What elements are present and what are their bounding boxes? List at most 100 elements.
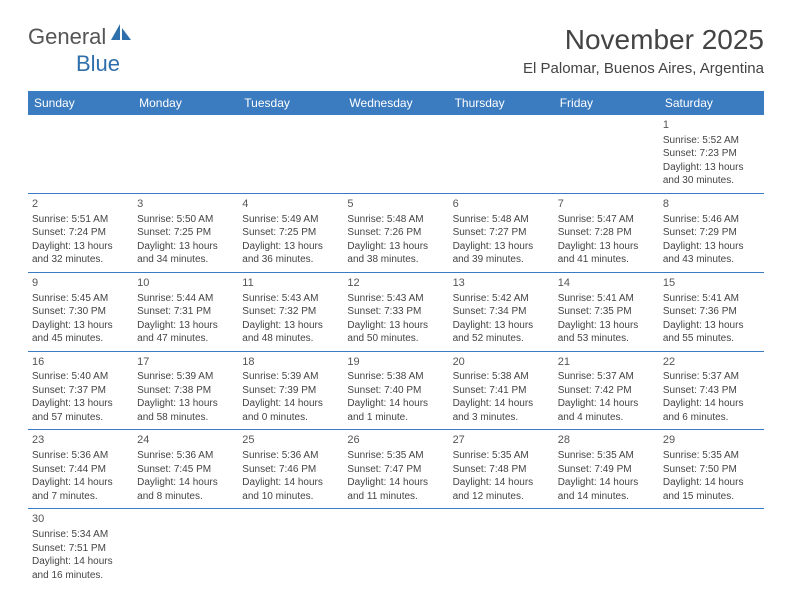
daylight-text: Daylight: 14 hours and 0 minutes. (242, 397, 339, 424)
sunrise-text: Sunrise: 5:41 AM (663, 292, 760, 306)
calendar-week: 2Sunrise: 5:51 AMSunset: 7:24 PMDaylight… (28, 193, 764, 272)
sunrise-text: Sunrise: 5:43 AM (242, 292, 339, 306)
sunset-text: Sunset: 7:29 PM (663, 226, 760, 240)
sunset-text: Sunset: 7:30 PM (32, 305, 129, 319)
sunrise-text: Sunrise: 5:35 AM (347, 449, 444, 463)
sunrise-text: Sunrise: 5:46 AM (663, 213, 760, 227)
calendar-cell: 3Sunrise: 5:50 AMSunset: 7:25 PMDaylight… (133, 193, 238, 272)
calendar-cell: 12Sunrise: 5:43 AMSunset: 7:33 PMDayligh… (343, 272, 448, 351)
calendar-page: General November 2025 El Palomar, Buenos… (0, 0, 792, 611)
daylight-text: Daylight: 13 hours and 34 minutes. (137, 240, 234, 267)
sunset-text: Sunset: 7:36 PM (663, 305, 760, 319)
calendar-cell: 16Sunrise: 5:40 AMSunset: 7:37 PMDayligh… (28, 351, 133, 430)
sunset-text: Sunset: 7:44 PM (32, 463, 129, 477)
daylight-text: Daylight: 13 hours and 58 minutes. (137, 397, 234, 424)
day-number: 8 (663, 197, 760, 212)
day-number: 9 (32, 276, 129, 291)
daylight-text: Daylight: 14 hours and 8 minutes. (137, 476, 234, 503)
sunset-text: Sunset: 7:40 PM (347, 384, 444, 398)
calendar-cell: 15Sunrise: 5:41 AMSunset: 7:36 PMDayligh… (659, 272, 764, 351)
day-number: 27 (453, 433, 550, 448)
calendar-cell: 26Sunrise: 5:35 AMSunset: 7:47 PMDayligh… (343, 430, 448, 509)
calendar-cell: 21Sunrise: 5:37 AMSunset: 7:42 PMDayligh… (554, 351, 659, 430)
day-header: Monday (133, 91, 238, 115)
sunset-text: Sunset: 7:38 PM (137, 384, 234, 398)
logo: General (28, 24, 133, 50)
calendar-cell: 17Sunrise: 5:39 AMSunset: 7:38 PMDayligh… (133, 351, 238, 430)
sunset-text: Sunset: 7:31 PM (137, 305, 234, 319)
calendar-cell: 4Sunrise: 5:49 AMSunset: 7:25 PMDaylight… (238, 193, 343, 272)
sunset-text: Sunset: 7:27 PM (453, 226, 550, 240)
day-number: 20 (453, 355, 550, 370)
sunrise-text: Sunrise: 5:51 AM (32, 213, 129, 227)
calendar-cell: 11Sunrise: 5:43 AMSunset: 7:32 PMDayligh… (238, 272, 343, 351)
daylight-text: Daylight: 13 hours and 39 minutes. (453, 240, 550, 267)
sunset-text: Sunset: 7:47 PM (347, 463, 444, 477)
calendar-cell: 13Sunrise: 5:42 AMSunset: 7:34 PMDayligh… (449, 272, 554, 351)
calendar-cell: 24Sunrise: 5:36 AMSunset: 7:45 PMDayligh… (133, 430, 238, 509)
sunrise-text: Sunrise: 5:44 AM (137, 292, 234, 306)
daylight-text: Daylight: 13 hours and 50 minutes. (347, 319, 444, 346)
daylight-text: Daylight: 14 hours and 15 minutes. (663, 476, 760, 503)
calendar-cell: 19Sunrise: 5:38 AMSunset: 7:40 PMDayligh… (343, 351, 448, 430)
sunset-text: Sunset: 7:45 PM (137, 463, 234, 477)
daylight-text: Daylight: 14 hours and 11 minutes. (347, 476, 444, 503)
daylight-text: Daylight: 13 hours and 55 minutes. (663, 319, 760, 346)
sunset-text: Sunset: 7:23 PM (663, 147, 760, 161)
day-number: 21 (558, 355, 655, 370)
sunset-text: Sunset: 7:28 PM (558, 226, 655, 240)
calendar-cell: 18Sunrise: 5:39 AMSunset: 7:39 PMDayligh… (238, 351, 343, 430)
sunrise-text: Sunrise: 5:39 AM (137, 370, 234, 384)
day-header: Wednesday (343, 91, 448, 115)
calendar-body: 1Sunrise: 5:52 AMSunset: 7:23 PMDaylight… (28, 115, 764, 587)
calendar-cell (343, 509, 448, 587)
daylight-text: Daylight: 14 hours and 4 minutes. (558, 397, 655, 424)
calendar-cell: 2Sunrise: 5:51 AMSunset: 7:24 PMDaylight… (28, 193, 133, 272)
calendar-cell: 29Sunrise: 5:35 AMSunset: 7:50 PMDayligh… (659, 430, 764, 509)
calendar-week: 1Sunrise: 5:52 AMSunset: 7:23 PMDaylight… (28, 115, 764, 193)
day-number: 14 (558, 276, 655, 291)
daylight-text: Daylight: 13 hours and 47 minutes. (137, 319, 234, 346)
logo-sail-icon (111, 24, 131, 45)
sunrise-text: Sunrise: 5:34 AM (32, 528, 129, 542)
day-number: 15 (663, 276, 760, 291)
sunrise-text: Sunrise: 5:36 AM (32, 449, 129, 463)
sunset-text: Sunset: 7:41 PM (453, 384, 550, 398)
sunrise-text: Sunrise: 5:48 AM (347, 213, 444, 227)
sunrise-text: Sunrise: 5:35 AM (663, 449, 760, 463)
sunrise-text: Sunrise: 5:37 AM (558, 370, 655, 384)
day-number: 5 (347, 197, 444, 212)
sunset-text: Sunset: 7:39 PM (242, 384, 339, 398)
calendar-cell: 30Sunrise: 5:34 AMSunset: 7:51 PMDayligh… (28, 509, 133, 587)
day-number: 16 (32, 355, 129, 370)
day-number: 4 (242, 197, 339, 212)
day-number: 17 (137, 355, 234, 370)
day-number: 24 (137, 433, 234, 448)
sunset-text: Sunset: 7:35 PM (558, 305, 655, 319)
daylight-text: Daylight: 14 hours and 6 minutes. (663, 397, 760, 424)
calendar-cell: 7Sunrise: 5:47 AMSunset: 7:28 PMDaylight… (554, 193, 659, 272)
daylight-text: Daylight: 13 hours and 52 minutes. (453, 319, 550, 346)
sunset-text: Sunset: 7:32 PM (242, 305, 339, 319)
calendar-cell (659, 509, 764, 587)
daylight-text: Daylight: 13 hours and 41 minutes. (558, 240, 655, 267)
sunset-text: Sunset: 7:26 PM (347, 226, 444, 240)
logo-text-2: Blue (76, 51, 120, 76)
calendar-cell (238, 509, 343, 587)
sunset-text: Sunset: 7:24 PM (32, 226, 129, 240)
calendar-cell (554, 509, 659, 587)
day-header: Thursday (449, 91, 554, 115)
sunset-text: Sunset: 7:50 PM (663, 463, 760, 477)
sunrise-text: Sunrise: 5:47 AM (558, 213, 655, 227)
day-number: 25 (242, 433, 339, 448)
daylight-text: Daylight: 14 hours and 16 minutes. (32, 555, 129, 582)
sunset-text: Sunset: 7:37 PM (32, 384, 129, 398)
sunset-text: Sunset: 7:48 PM (453, 463, 550, 477)
day-number: 6 (453, 197, 550, 212)
calendar-cell (133, 115, 238, 193)
daylight-text: Daylight: 13 hours and 30 minutes. (663, 161, 760, 188)
day-header: Sunday (28, 91, 133, 115)
day-header: Saturday (659, 91, 764, 115)
calendar-cell: 5Sunrise: 5:48 AMSunset: 7:26 PMDaylight… (343, 193, 448, 272)
calendar-week: 23Sunrise: 5:36 AMSunset: 7:44 PMDayligh… (28, 430, 764, 509)
